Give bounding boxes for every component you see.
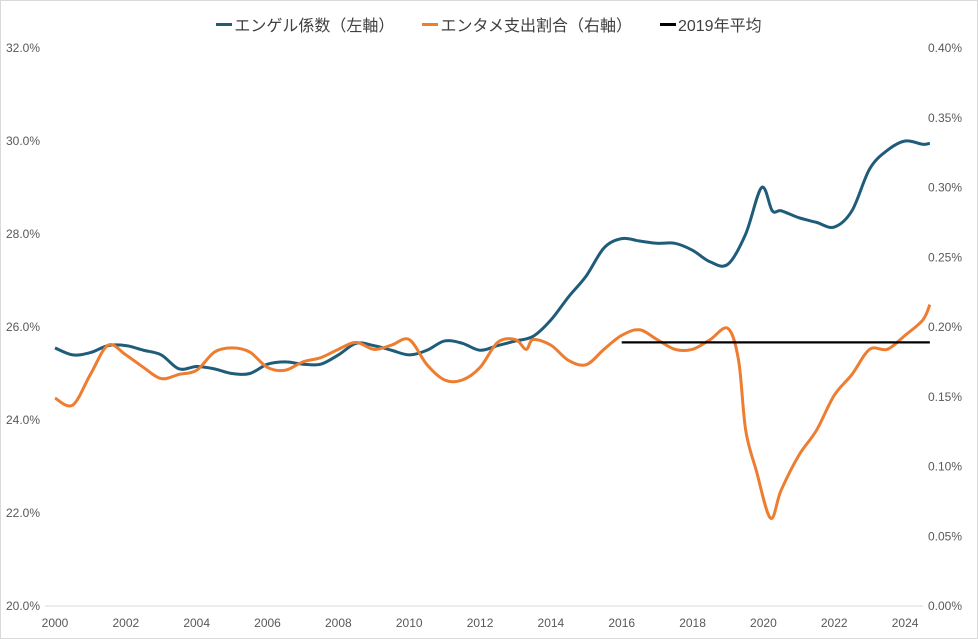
y-right-tick-label: 0.00% xyxy=(928,599,962,613)
legend-swatch xyxy=(659,22,676,26)
entertainment-share-line xyxy=(54,304,932,520)
y-right-tick-label: 0.15% xyxy=(928,390,962,404)
legend-label: 2019年平均 xyxy=(677,18,762,35)
x-tick-label: 2000 xyxy=(42,616,69,630)
y-left-tick-label: 20.0% xyxy=(6,599,40,613)
x-tick-label: 2004 xyxy=(183,616,210,630)
y-right-tick-label: 0.10% xyxy=(928,460,962,474)
x-tick-label: 2018 xyxy=(679,616,706,630)
y-left-tick-label: 26.0% xyxy=(6,320,40,334)
legend-item-2019-average: 2019年平均 xyxy=(659,12,762,36)
x-tick-label: 2014 xyxy=(538,616,565,630)
y-left-tick-label: 30.0% xyxy=(6,134,40,148)
x-tick-label: 2002 xyxy=(112,616,139,630)
y-right-tick-label: 0.25% xyxy=(928,250,962,264)
x-tick-label: 2020 xyxy=(750,616,777,630)
x-tick-label: 2016 xyxy=(608,616,635,630)
y-right-tick-label: 0.20% xyxy=(928,320,962,334)
y-left-tick-label: 32.0% xyxy=(6,41,40,55)
y-right-tick-label: 0.30% xyxy=(928,181,962,195)
y-right-tick-label: 0.35% xyxy=(928,111,962,125)
legend: エンゲル係数（左軸） エンタメ支出割合（右軸） 2019年平均 xyxy=(0,12,978,36)
legend-label: エンゲル係数（左軸） xyxy=(234,18,395,35)
x-tick-label: 2012 xyxy=(467,616,494,630)
legend-item-engel: エンゲル係数（左軸） xyxy=(216,12,394,36)
x-tick-label: 2006 xyxy=(254,616,281,630)
legend-item-entertainment: エンタメ支出割合（右軸） xyxy=(422,12,632,36)
legend-swatch xyxy=(216,22,233,26)
x-tick-label: 2008 xyxy=(325,616,352,630)
legend-label: エンタメ支出割合（右軸） xyxy=(440,18,632,35)
engel-coefficient-line xyxy=(54,139,931,376)
legend-swatch xyxy=(422,22,439,26)
y-left-tick-label: 24.0% xyxy=(6,413,40,427)
y-left-tick-label: 28.0% xyxy=(6,227,40,241)
x-tick-label: 2022 xyxy=(821,616,848,630)
y-left-tick-label: 22.0% xyxy=(6,506,40,520)
x-tick-label: 2010 xyxy=(396,616,423,630)
y-right-tick-label: 0.05% xyxy=(928,529,962,543)
y-right-tick-label: 0.40% xyxy=(928,41,962,55)
x-tick-label: 2024 xyxy=(892,616,919,630)
